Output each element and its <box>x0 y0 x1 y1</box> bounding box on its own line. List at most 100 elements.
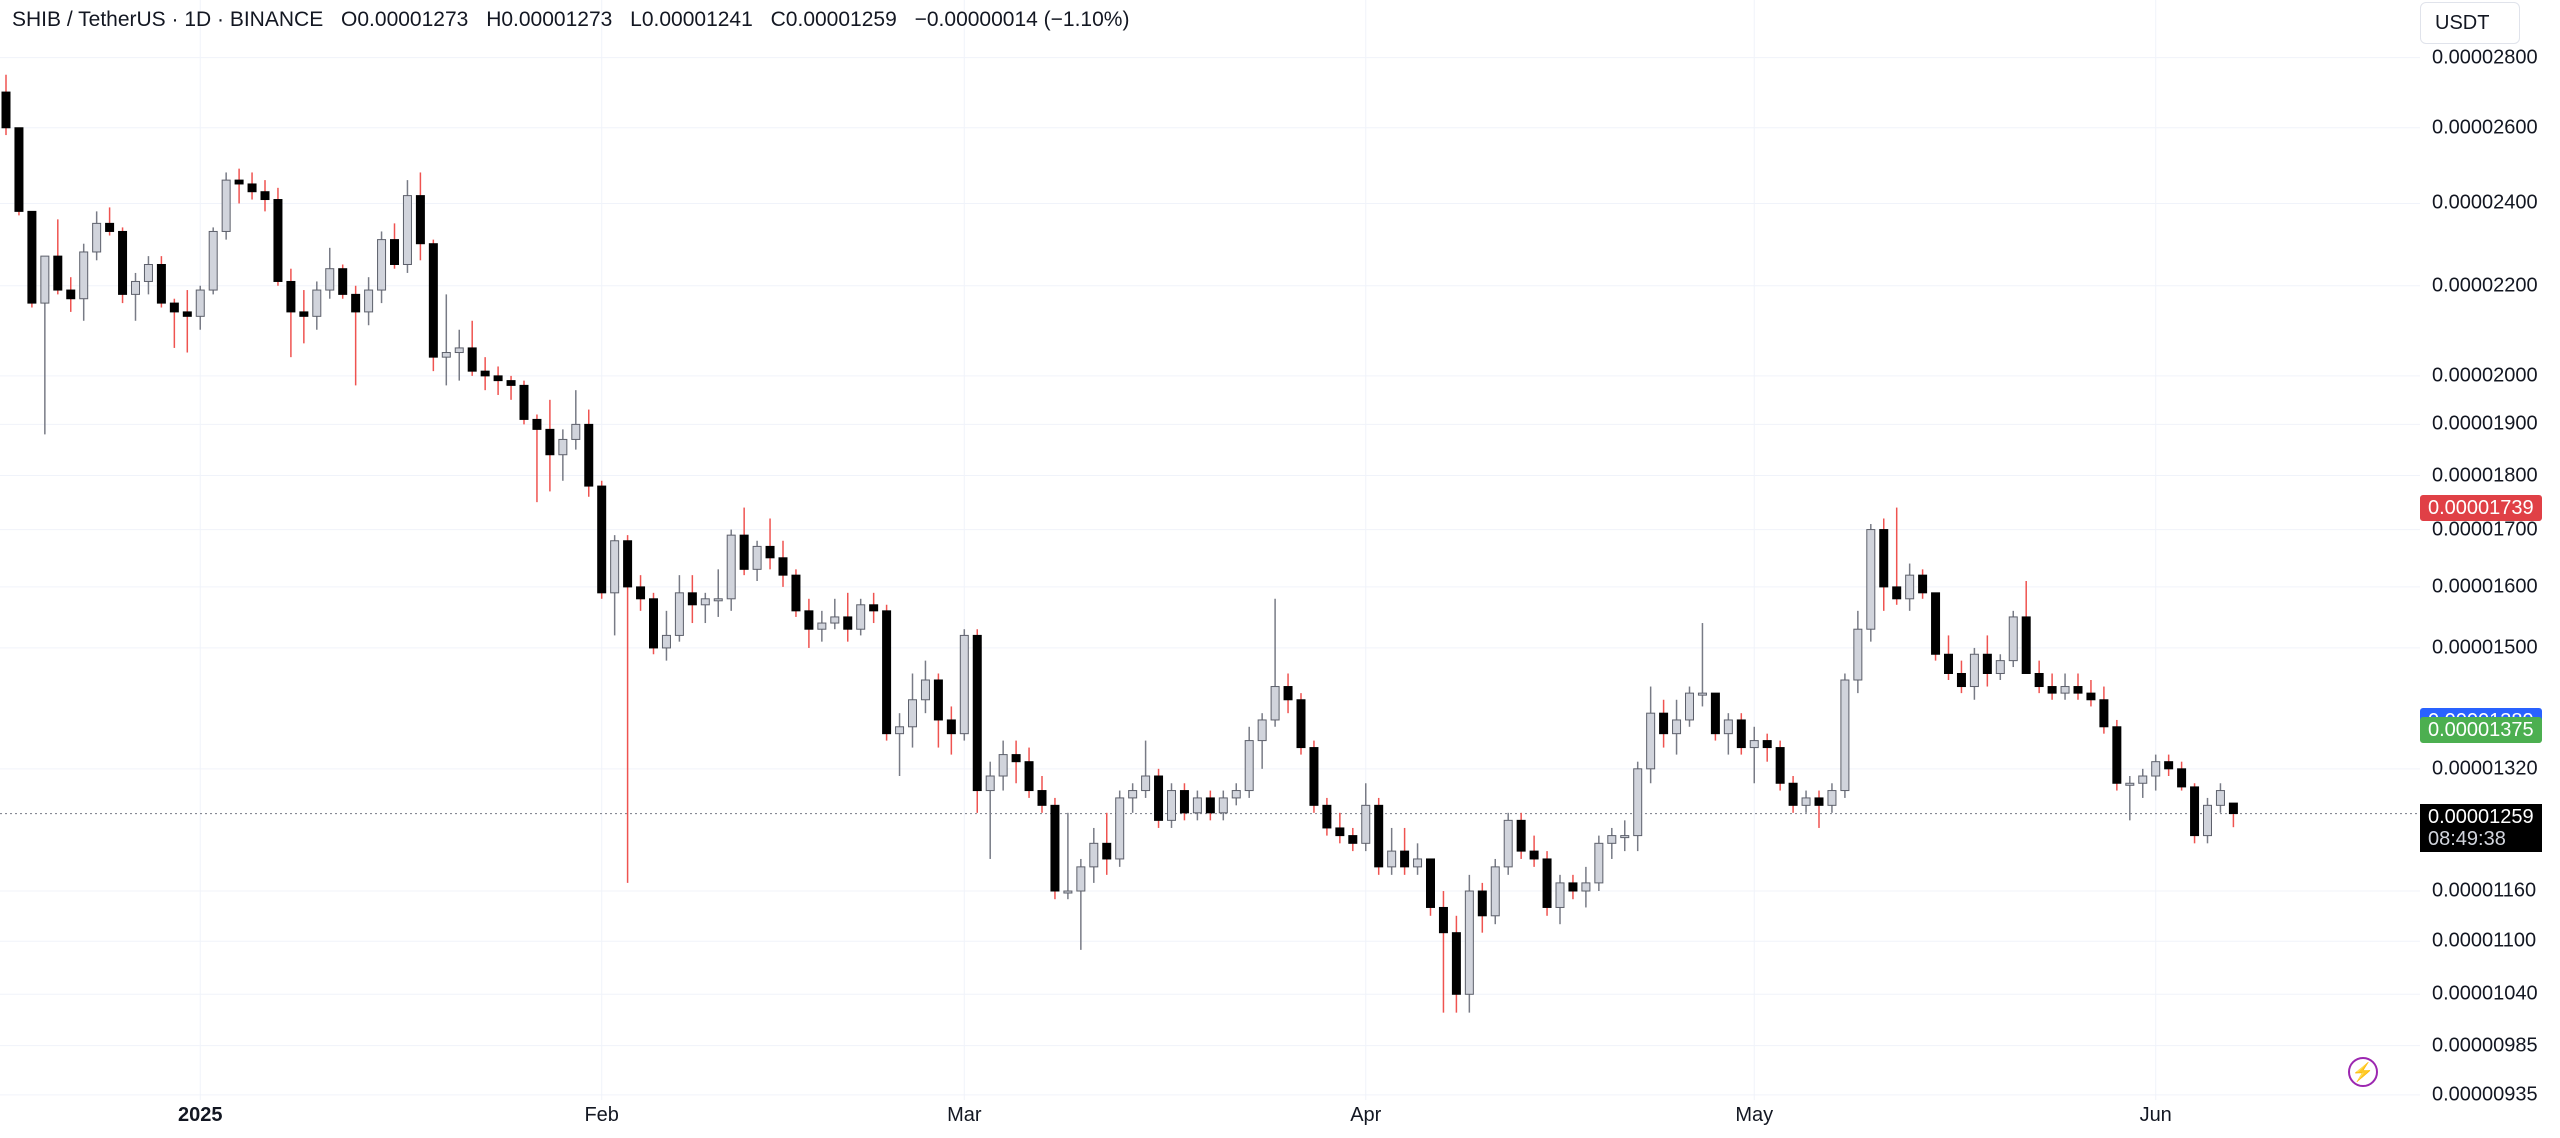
x-tick-label: May <box>1735 1104 1774 1126</box>
candle-body <box>1736 719 1746 749</box>
candle <box>1516 812 1526 859</box>
candle <box>1918 569 1928 599</box>
lightning-icon[interactable]: ⚡ <box>2348 1057 2378 1087</box>
candle-body <box>454 347 464 354</box>
currency-button[interactable]: USDT <box>2420 2 2520 44</box>
candle-body <box>1218 797 1228 814</box>
candle-body <box>1633 768 1643 837</box>
candle <box>959 629 969 741</box>
candle <box>661 610 671 661</box>
candle <box>1568 874 1578 900</box>
candle-body <box>1801 797 1811 806</box>
candle <box>1179 783 1189 821</box>
candle <box>208 227 218 295</box>
candle <box>817 610 827 642</box>
candle-body <box>700 598 710 606</box>
candle <box>234 168 244 204</box>
candle-body <box>247 183 257 193</box>
candle <box>2177 761 2187 791</box>
price-badge-green: 0.00001375 <box>2420 717 2542 744</box>
candle <box>2099 686 2109 734</box>
candle <box>1633 761 1643 852</box>
candle <box>1775 740 1785 791</box>
candle-body <box>830 616 840 624</box>
candle-body <box>1322 804 1332 829</box>
x-tick-label: Jun <box>2139 1104 2172 1126</box>
candle <box>1840 673 1850 798</box>
candle-body <box>946 719 956 735</box>
candle-body <box>53 255 63 291</box>
candle-body <box>1710 692 1720 735</box>
candle-body <box>286 280 296 313</box>
candle-body <box>1413 858 1423 868</box>
candle-body <box>1607 835 1617 844</box>
candle-body <box>79 251 89 300</box>
candle-body <box>2047 686 2057 694</box>
candle <box>1555 874 1565 925</box>
candle-body <box>92 222 102 253</box>
y-tick-label: 0.00002800 <box>2432 46 2538 69</box>
candle <box>972 629 982 813</box>
candle-body <box>2008 616 2018 662</box>
candle-body <box>156 263 166 304</box>
candle <box>441 294 451 386</box>
candle-body <box>1270 686 1280 721</box>
candle <box>338 264 348 299</box>
candle-body <box>778 557 788 576</box>
y-tick-label: 0.00002200 <box>2432 274 2538 297</box>
candle-body <box>1827 790 1837 806</box>
bar-countdown: 08:49:38 <box>2428 827 2506 850</box>
candle-body <box>1050 804 1060 892</box>
candle <box>2112 719 2122 791</box>
candle <box>131 272 140 321</box>
candle <box>299 290 309 344</box>
candle-body <box>1141 775 1151 792</box>
candle <box>195 285 205 330</box>
candle <box>623 535 633 883</box>
candle-body <box>636 586 646 600</box>
candle-body <box>1374 804 1384 868</box>
candle <box>778 540 788 587</box>
candle <box>325 247 335 299</box>
candle-body <box>1179 790 1189 814</box>
candle-body <box>208 230 218 291</box>
candle <box>1024 747 1034 798</box>
candle-body <box>1853 628 1863 681</box>
candle-body <box>1995 660 2005 674</box>
candle <box>1503 812 1513 875</box>
candle-body <box>493 375 503 382</box>
candle <box>1115 790 1125 867</box>
candle-body <box>2215 790 2225 806</box>
candle <box>1413 843 1423 875</box>
candle-body <box>169 302 179 313</box>
candle <box>1128 783 1138 813</box>
candle-body <box>1620 835 1630 839</box>
candle-body <box>2086 692 2096 701</box>
candle <box>1438 891 1448 1013</box>
candle <box>1697 623 1707 707</box>
candle <box>1594 835 1604 892</box>
legend-close: C0.00001259 <box>770 8 897 31</box>
candle <box>2073 673 2083 700</box>
candle <box>2138 768 2148 798</box>
candle-body <box>882 610 892 735</box>
candle-body <box>869 604 879 612</box>
candle-body <box>2034 672 2044 688</box>
candle <box>804 598 814 648</box>
candle <box>1348 827 1358 852</box>
candle <box>545 399 555 492</box>
y-tick-label: 0.00001100 <box>2432 929 2537 952</box>
candle-body <box>1244 740 1254 792</box>
candle-body <box>1 91 11 129</box>
candle <box>856 598 866 636</box>
candle-body <box>441 352 451 358</box>
candle-body <box>2190 786 2200 837</box>
candle-body <box>649 598 658 649</box>
candle <box>1322 797 1332 836</box>
candle-body <box>338 268 348 295</box>
candle-body <box>998 754 1008 777</box>
candle <box>1011 740 1021 784</box>
candle-body <box>1697 692 1707 696</box>
legend-symbol[interactable]: SHIB / TetherUS · 1D · BINANCE <box>12 8 324 31</box>
